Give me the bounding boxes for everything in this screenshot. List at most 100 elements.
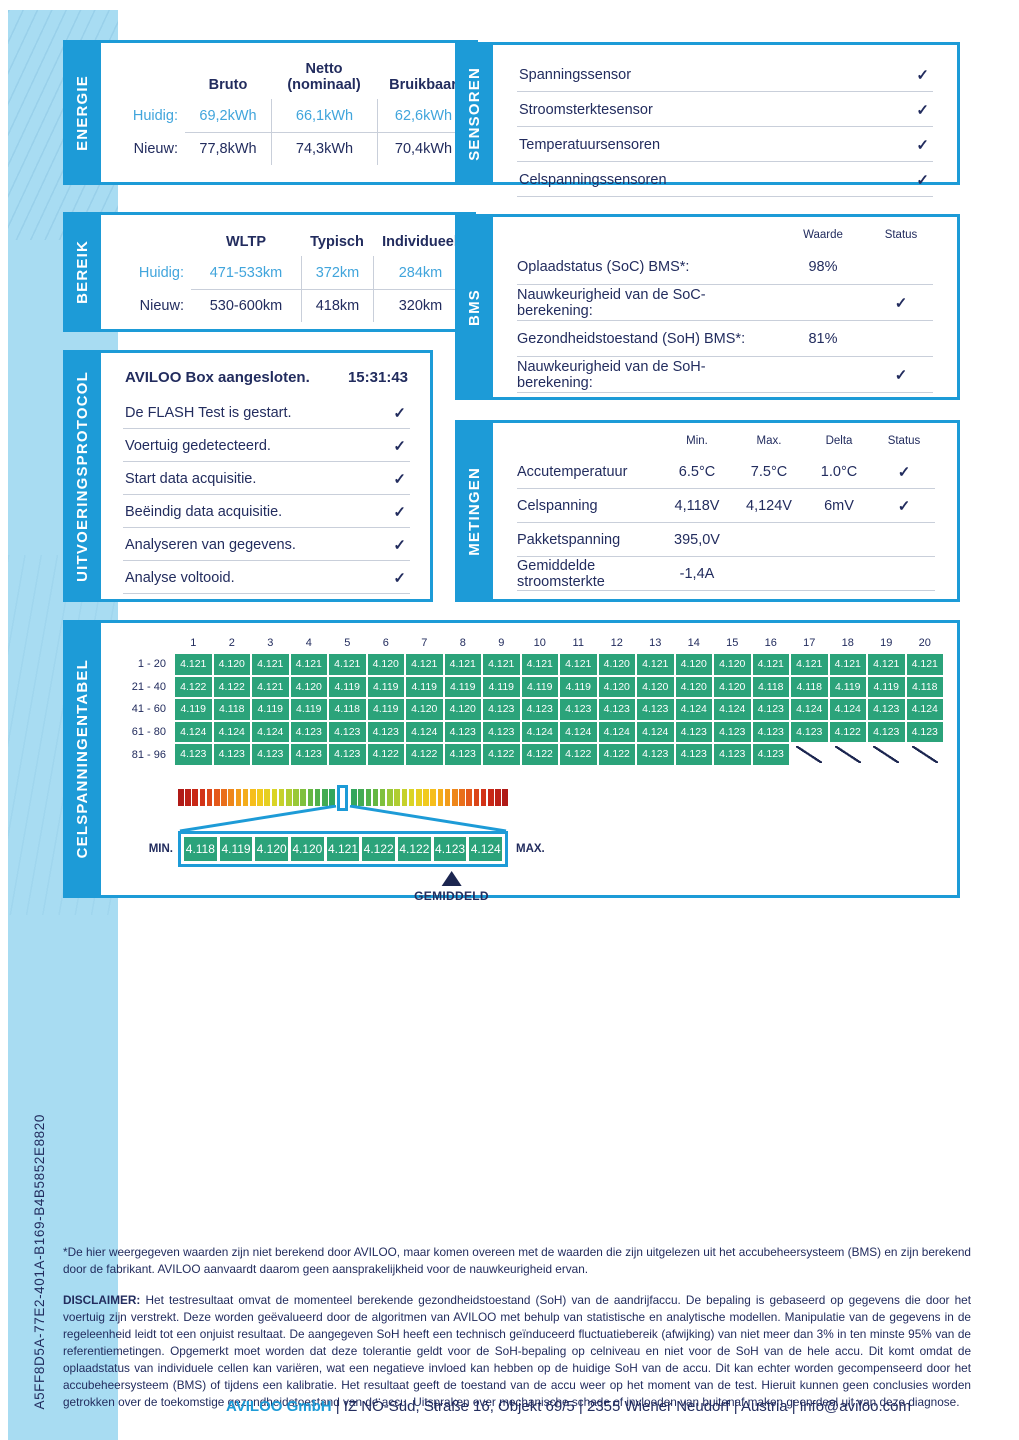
voltage-cell: 4.119	[329, 676, 366, 698]
zoom-voltage-cell: 4.119	[219, 836, 253, 861]
voltage-cell: 4.124	[791, 699, 828, 720]
zoom-voltage-cell: 4.122	[362, 836, 396, 861]
bereik-table: WLTP Typisch Individueel Huidig: 471-533km 37…	[101, 215, 473, 328]
row-label: 21 - 40	[131, 680, 166, 693]
voltage-cell: 4.122	[175, 676, 212, 698]
voltage-cell: 4.123	[906, 721, 943, 743]
column-number: 7	[421, 637, 428, 649]
voltage-cell: 4.123	[675, 744, 712, 765]
gradient-segment	[379, 789, 386, 807]
gradient-segment	[221, 789, 227, 807]
voltage-cell: 4.123	[714, 744, 751, 765]
column-header: Bruikbaar	[389, 77, 457, 94]
voltage-cell: 4.122	[483, 744, 520, 765]
gradient-segment	[351, 789, 357, 807]
column-number: 12	[610, 637, 623, 649]
voltage-cell: 4.120	[598, 676, 635, 698]
row-label: Nieuw:	[133, 140, 178, 157]
metingen-delta: 6mV	[824, 497, 854, 514]
voltage-cell: 4.119	[521, 676, 558, 698]
voltage-cell: 4.122	[213, 676, 250, 698]
voltage-cell: 4.119	[175, 699, 212, 720]
sensor-item: Temperatuursensoren ✓	[517, 127, 933, 162]
sensor-item-label: Temperatuursensoren	[519, 137, 661, 153]
kpi-corner	[119, 51, 185, 99]
voltage-cell: 4.123	[791, 721, 828, 743]
column-number: 18	[841, 637, 854, 649]
section-label-bar: BEREIK	[63, 212, 101, 332]
bms-col-status: Status	[884, 229, 918, 241]
bms-row: Gezondheidstoestand (SoH) BMS*: 81%	[517, 321, 933, 357]
footnote: *De hier weergegeven waarden zijn niet b…	[63, 1245, 971, 1276]
metingen-corner	[517, 435, 661, 447]
voltage-cell: 4.121	[252, 654, 289, 675]
voltage-cell: 4.121	[791, 654, 828, 675]
voltage-cell: 4.123	[329, 721, 366, 743]
metingen-row: Gemiddelde stroomsterkte -1,4A	[517, 557, 935, 591]
section-label-bar: BMS	[455, 214, 493, 400]
voltage-cell: 4.118	[213, 699, 250, 720]
value-cell: 530-600km	[191, 289, 301, 322]
gradient-segment	[365, 789, 372, 807]
protocol-item: Beëindig data acquisitie. ✓	[123, 495, 410, 528]
voltage-cell: 4.120	[598, 654, 635, 675]
voltage-cell: 4.124	[829, 699, 866, 720]
gradient-segment	[488, 789, 494, 807]
gradient-segment	[459, 789, 465, 807]
zoom-voltage-cell: 4.123	[433, 836, 467, 861]
voltage-cell: 4.123	[444, 721, 481, 743]
metingen-min: -1,4A	[679, 565, 715, 582]
protocol-item-label: Analyseren van gegevens.	[125, 537, 296, 553]
row-label: 1 - 20	[137, 658, 166, 671]
voltage-cell: 4.123	[868, 699, 905, 720]
empty-cell-slash-icon	[868, 744, 905, 765]
sensor-item: Stroomsterktesensor ✓	[517, 92, 933, 127]
voltage-cell: 4.122	[560, 744, 597, 765]
metingen-row: Accutemperatuur 6.5°C 7.5°C 1.0°C ✓	[517, 455, 935, 489]
gradient-segment	[178, 789, 184, 807]
row-label: 61 - 80	[131, 726, 166, 739]
zoom-voltage-cell: 4.118	[184, 836, 217, 861]
gradient-segment	[466, 789, 472, 807]
value-cell: 372km	[301, 256, 373, 289]
bms-row-label: Oplaadstatus (SoC) BMS*:	[517, 258, 690, 275]
gradient-segment	[300, 789, 306, 807]
section-bms: BMS Waarde Status Oplaadstatus (SoC) BMS…	[455, 214, 960, 400]
bms-rows: Oplaadstatus (SoC) BMS*: 98% Nauwkeurighei…	[517, 249, 933, 393]
average-marker: GEMIDDELD	[414, 870, 489, 903]
value-cell: 70,4kWh	[377, 132, 469, 165]
voltage-cell: 4.123	[868, 721, 905, 743]
metingen-rows: Accutemperatuur 6.5°C 7.5°C 1.0°C ✓ Celspanni…	[517, 455, 935, 591]
voltage-cell: 4.123	[560, 699, 597, 720]
sensor-item: Spanningssensor ✓	[517, 57, 933, 92]
voltage-cell: 4.121	[444, 654, 481, 675]
min-label: MIN.	[148, 842, 173, 855]
check-icon: ✓	[393, 504, 406, 521]
highlighted-segment	[337, 784, 349, 811]
metingen-delta: 1.0°C	[820, 463, 858, 480]
gradient-segment	[242, 789, 249, 807]
column-header: Individueel	[382, 234, 458, 251]
voltage-cell: 4.121	[406, 654, 443, 675]
gradient-segment	[322, 789, 328, 807]
disclaimer-text: Het testresultaat omvat de momenteel ber…	[63, 1292, 971, 1409]
check-icon: ✓	[393, 537, 406, 554]
voltage-cell: 4.124	[637, 721, 674, 743]
voltage-cell: 4.120	[444, 699, 481, 720]
protocol-item-label: Voertuig gedetecteerd.	[125, 438, 271, 454]
voltage-cell: 4.122	[829, 721, 866, 743]
voltage-cell: 4.120	[367, 654, 404, 675]
metingen-min: 4,118V	[674, 497, 720, 514]
gradient-segment	[235, 789, 242, 807]
section-title: METINGEN	[465, 466, 483, 556]
voltage-cell: 4.119	[290, 699, 327, 720]
check-icon: ✓	[393, 570, 406, 587]
protocol-header-text: AVILOO Box aangesloten.	[125, 369, 310, 386]
check-icon: ✓	[393, 405, 406, 422]
voltage-cell: 4.120	[675, 654, 712, 675]
metingen-column-headers: Min. Max. Delta Status	[517, 433, 935, 455]
metingen-row: Pakketspanning 395,0V	[517, 523, 935, 557]
sensor-item-label: Celspanningssensoren	[519, 172, 667, 188]
metingen-max: 4,124V	[746, 497, 792, 514]
section-label-bar: METINGEN	[455, 420, 493, 602]
